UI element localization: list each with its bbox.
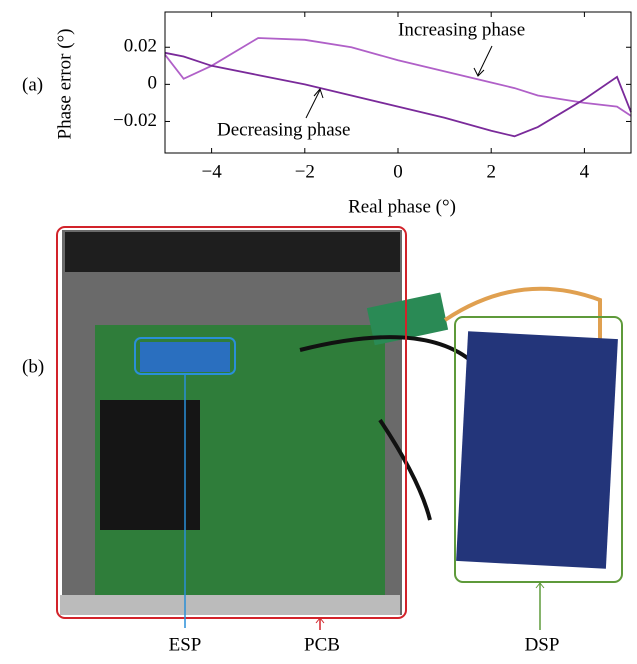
y-tick-label: 0 [148,73,158,94]
y-axis-label: Phase error (°) [54,29,75,140]
dsp-board [456,331,618,569]
x-tick-label: −2 [295,161,315,182]
lid [65,232,400,272]
annotation-arrow [478,46,492,75]
x-tick-label: 4 [580,161,590,182]
photo-label: DSP [525,634,560,655]
x-tick-label: 2 [486,161,496,182]
esp-board [140,342,230,372]
figure: (a) (b) ESP PCB DSP Real phase (°) Phase… [0,0,637,664]
x-tick-label: 0 [393,161,403,182]
y-tick-label: −0.02 [113,110,157,131]
annotation: Increasing phase [398,19,525,40]
photo-label: ESP [169,634,202,655]
x-axis-label: Real phase (°) [348,196,456,217]
annotation: Decreasing phase [217,119,350,140]
bracket [60,595,400,615]
photo-label: PCB [304,634,340,655]
panel-label: (a) [22,74,43,95]
x-tick-label: −4 [201,161,222,182]
panel-label: (b) [22,356,44,377]
photo [57,227,622,630]
y-tick-label: 0.02 [124,36,157,57]
annotation-arrow [306,90,320,118]
data-line [165,38,631,116]
